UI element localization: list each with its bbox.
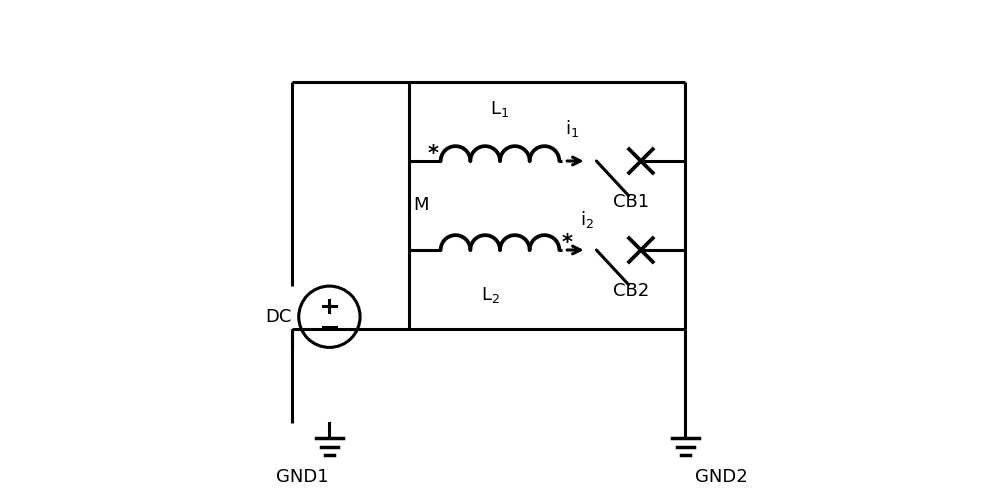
Text: DC: DC <box>265 308 291 326</box>
Text: CB1: CB1 <box>613 193 649 211</box>
Text: GND2: GND2 <box>695 468 748 485</box>
Text: L$_1$: L$_1$ <box>490 99 510 119</box>
Text: GND1: GND1 <box>276 468 329 485</box>
Text: M: M <box>413 196 429 214</box>
Text: i$_1$: i$_1$ <box>565 118 579 139</box>
Text: *: * <box>562 232 573 252</box>
Text: i$_2$: i$_2$ <box>580 209 593 230</box>
Text: *: * <box>427 144 438 164</box>
Text: L$_2$: L$_2$ <box>481 284 500 304</box>
Text: CB2: CB2 <box>613 282 649 300</box>
